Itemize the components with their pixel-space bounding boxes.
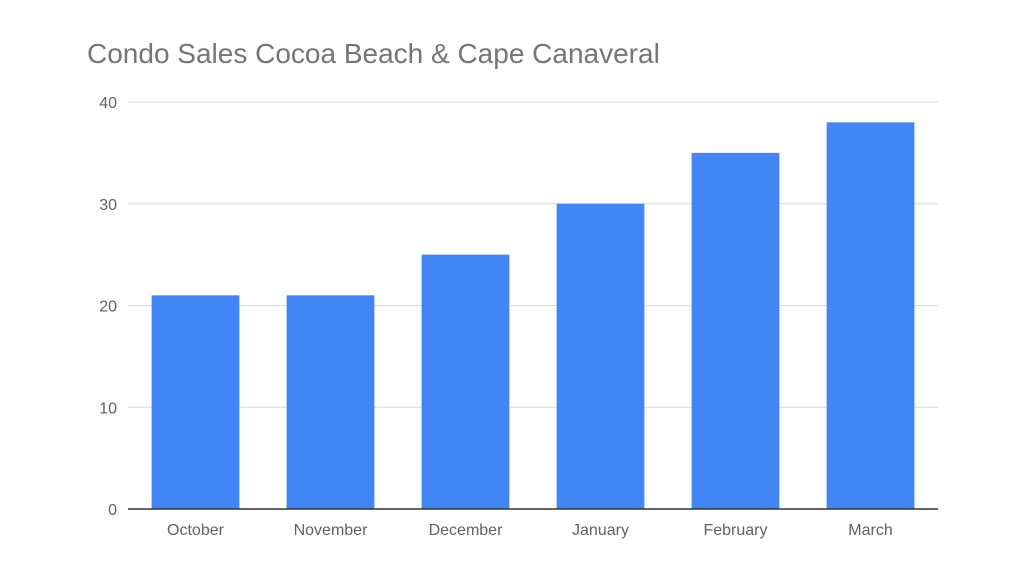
chart-title: Condo Sales Cocoa Beach & Cape Canaveral: [87, 38, 660, 69]
y-tick-label: 40: [99, 95, 117, 112]
bar-november: [286, 295, 375, 509]
x-tick-label: December: [429, 522, 503, 539]
x-tick-label: March: [848, 522, 892, 539]
bar-february: [691, 152, 780, 509]
y-tick-label: 30: [99, 197, 117, 214]
bars: [151, 122, 915, 509]
x-tick-label: November: [294, 522, 368, 539]
bar-january: [556, 203, 645, 509]
y-tick-label: 0: [108, 502, 117, 519]
x-axis-labels: October November December January February Ma…: [167, 522, 893, 539]
y-tick-label: 10: [99, 400, 117, 417]
bar-october: [151, 295, 240, 509]
x-tick-label: October: [167, 522, 225, 539]
x-tick-label: February: [703, 522, 767, 539]
bar-march: [826, 122, 915, 509]
gridlines: [128, 101, 938, 408]
y-axis-labels: 0 10 20 30 40: [99, 95, 117, 519]
x-tick-label: January: [572, 522, 629, 539]
y-tick-label: 20: [99, 299, 117, 316]
bar-december: [421, 254, 510, 509]
